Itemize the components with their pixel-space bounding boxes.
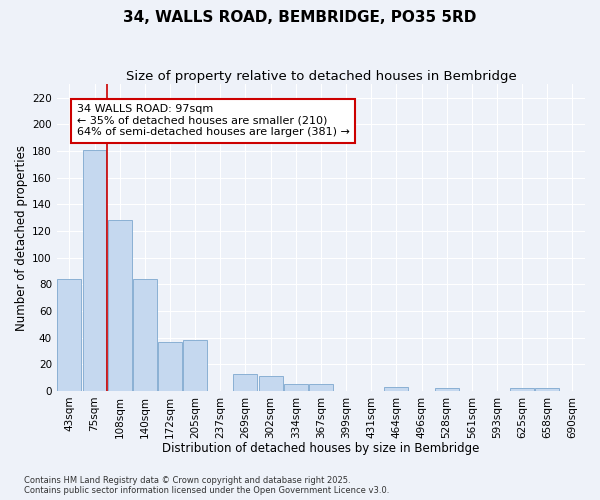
- Bar: [133, 279, 157, 391]
- Bar: [183, 340, 207, 391]
- Text: 34 WALLS ROAD: 97sqm
← 35% of detached houses are smaller (210)
64% of semi-deta: 34 WALLS ROAD: 97sqm ← 35% of detached h…: [77, 104, 350, 138]
- Bar: [435, 388, 458, 391]
- Bar: [233, 374, 257, 391]
- Bar: [108, 220, 131, 391]
- Y-axis label: Number of detached properties: Number of detached properties: [15, 144, 28, 330]
- Bar: [510, 388, 534, 391]
- Bar: [309, 384, 333, 391]
- Title: Size of property relative to detached houses in Bembridge: Size of property relative to detached ho…: [125, 70, 516, 83]
- Bar: [284, 384, 308, 391]
- Text: Contains HM Land Registry data © Crown copyright and database right 2025.
Contai: Contains HM Land Registry data © Crown c…: [24, 476, 389, 495]
- Bar: [535, 388, 559, 391]
- Bar: [259, 376, 283, 391]
- Bar: [158, 342, 182, 391]
- Bar: [385, 387, 408, 391]
- Bar: [83, 150, 106, 391]
- Bar: [58, 279, 82, 391]
- X-axis label: Distribution of detached houses by size in Bembridge: Distribution of detached houses by size …: [162, 442, 479, 455]
- Text: 34, WALLS ROAD, BEMBRIDGE, PO35 5RD: 34, WALLS ROAD, BEMBRIDGE, PO35 5RD: [124, 10, 476, 25]
